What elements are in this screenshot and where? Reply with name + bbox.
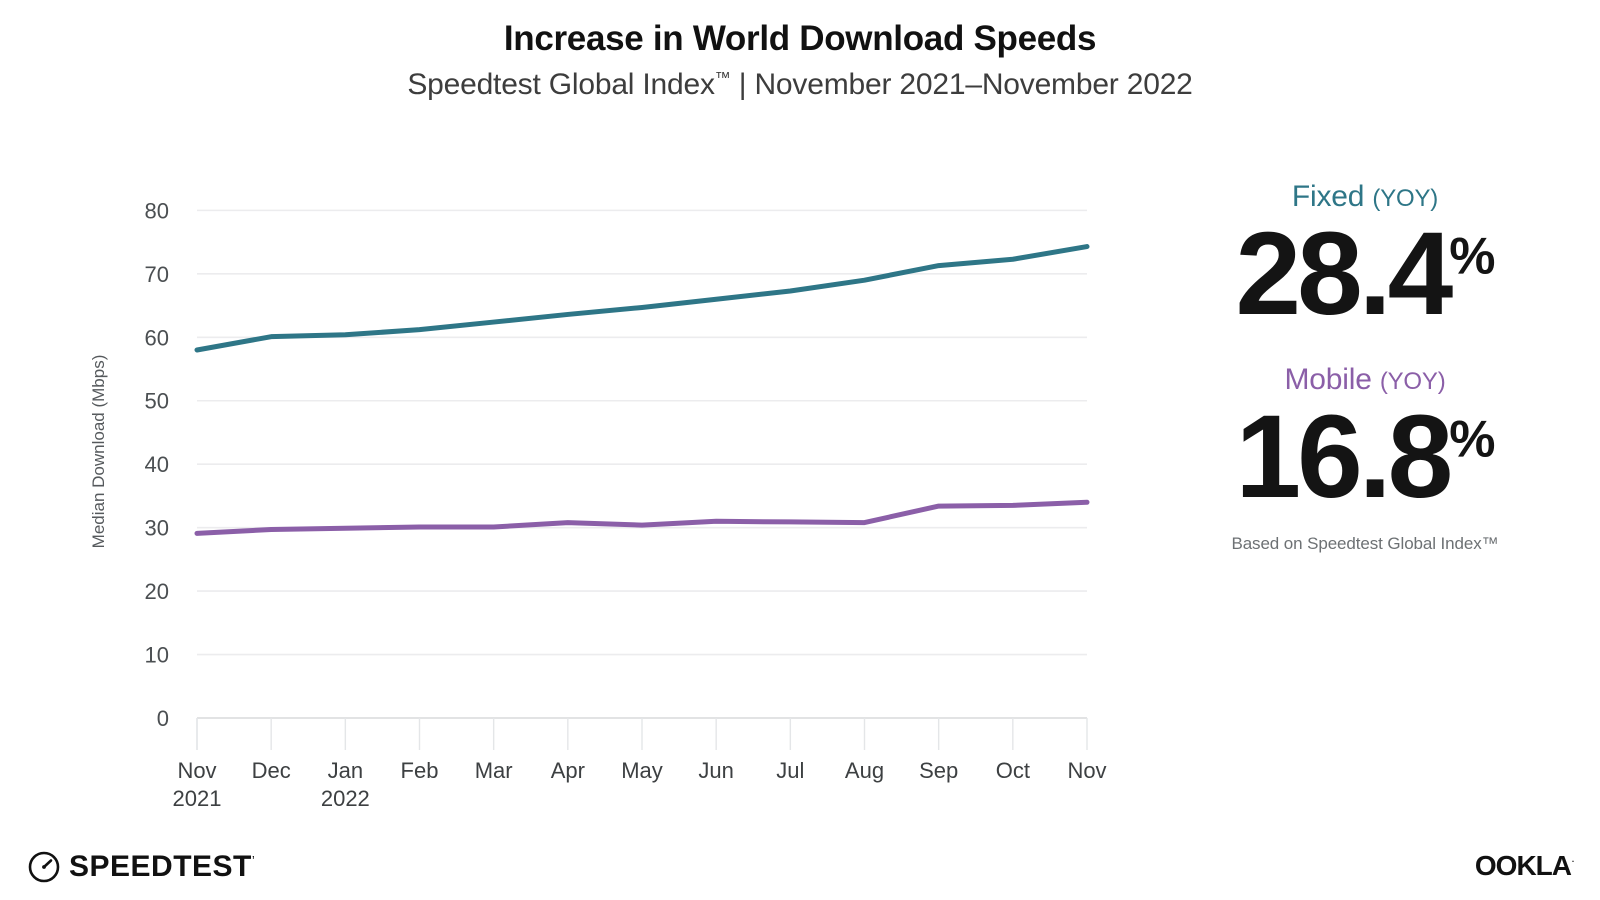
mobile-stat-label: Mobile (YOY) <box>1130 363 1600 396</box>
mobile-stat-label-paren: (YOY) <box>1379 368 1446 395</box>
trademark-symbol: ™ <box>714 70 731 87</box>
data-series-group <box>194 244 1090 536</box>
y-tick-label: 40 <box>145 452 169 477</box>
ookla-wordmark: OOKLA· <box>1474 850 1575 882</box>
speedtest-logo: SPEEDTEST’ <box>28 850 255 884</box>
y-tick-label: 80 <box>145 198 169 223</box>
fixed-stat-label-text: Fixed <box>1291 180 1373 213</box>
fixed-stat-value: 28.4% <box>1130 215 1600 333</box>
x-tick-label-month: Mar <box>475 758 513 783</box>
y-tick-label: 50 <box>145 389 169 414</box>
fixed-stat-label: Fixed (YOY) <box>1130 180 1600 213</box>
series-line-mobile <box>194 499 1090 536</box>
chart-subtitle: Speedtest Global Index™ | November 2021–… <box>0 66 1600 104</box>
page-footer: SPEEDTEST’ OOKLA· <box>0 830 1600 900</box>
stats-panel: Fixed (YOY) 28.4% Mobile (YOY) 16.8% Bas… <box>1130 180 1600 554</box>
mobile-percent-symbol: % <box>1449 410 1495 469</box>
mobile-stat-label-text: Mobile <box>1284 363 1380 396</box>
mobile-stat-block: Mobile (YOY) 16.8% <box>1130 363 1600 516</box>
x-tick-label-month: Dec <box>252 758 291 783</box>
x-tick-label-month: May <box>621 758 663 783</box>
series-line-fixed <box>194 244 1090 353</box>
chart-plot-area: 0 10 20 30 40 50 60 70 80 Nov 2021 Dec Jan 2022 Feb Ma… <box>0 140 1130 830</box>
y-tick-label: 20 <box>145 579 169 604</box>
speedtest-trademark: ’ <box>251 853 256 868</box>
mobile-stat-number: 16.8 <box>1235 391 1454 523</box>
stats-footnote: Based on Speedtest Global Index™ <box>1231 534 1499 553</box>
chart-subtitle-suffix: | November 2021–November 2022 <box>730 68 1193 101</box>
chart-title: Increase in World Download Speeds <box>503 19 1097 58</box>
chart-subtitle-prefix: Speedtest Global Index <box>407 68 715 101</box>
x-tick-label-month: Aug <box>845 758 884 783</box>
speedometer-icon <box>28 851 60 883</box>
y-axis-title: Median Download (Mbps) <box>89 355 108 549</box>
y-tick-label: 10 <box>145 643 169 668</box>
x-tick-label-month: Oct <box>996 758 1030 783</box>
fixed-stat-block: Fixed (YOY) 28.4% <box>1130 180 1600 333</box>
y-tick-label: 70 <box>145 262 169 287</box>
y-tick-label: 60 <box>145 325 169 350</box>
x-tick-label-month: Apr <box>551 758 585 783</box>
x-tick-labels-group: Nov 2021 Dec Jan 2022 Feb Mar Apr May Jun Jul Aug Se… <box>173 758 1107 811</box>
x-tick-label-year: 2021 <box>173 786 222 811</box>
ookla-logo: OOKLA· <box>1474 850 1575 882</box>
speedtest-wordmark: SPEEDTEST’ <box>69 850 255 884</box>
y-tick-label: 30 <box>145 516 169 541</box>
ookla-trademark: · <box>1571 853 1575 868</box>
y-tick-label: 0 <box>157 706 169 731</box>
x-tick-label-year: 2022 <box>321 786 370 811</box>
ookla-wordmark-text: OOKLA <box>1474 850 1572 881</box>
fixed-stat-number: 28.4 <box>1235 208 1454 340</box>
fixed-percent-symbol: % <box>1449 227 1495 286</box>
gridlines-group <box>197 209 1087 719</box>
x-tick-label-month: Jun <box>698 758 733 783</box>
speedtest-wordmark-text: SPEEDTEST <box>69 850 252 883</box>
mobile-stat-value: 16.8% <box>1130 398 1600 516</box>
y-tick-labels-group: 0 10 20 30 40 50 60 70 80 <box>145 198 169 731</box>
x-tick-label-month: Feb <box>401 758 439 783</box>
line-chart-svg: 0 10 20 30 40 50 60 70 80 Nov 2021 Dec Jan 2022 Feb Ma… <box>89 198 1107 811</box>
fixed-stat-label-paren: (YOY) <box>1372 185 1439 212</box>
x-tick-label-month: Jul <box>776 758 804 783</box>
x-tick-label-month: Nov <box>1067 758 1106 783</box>
x-tick-label-month: Jan <box>328 758 363 783</box>
chart-header: Increase in World Download Speeds Speedt… <box>0 0 1600 104</box>
x-tick-label-month: Sep <box>919 758 958 783</box>
x-tick-label-month: Nov <box>177 758 216 783</box>
x-tick-marks-group <box>196 718 1088 750</box>
